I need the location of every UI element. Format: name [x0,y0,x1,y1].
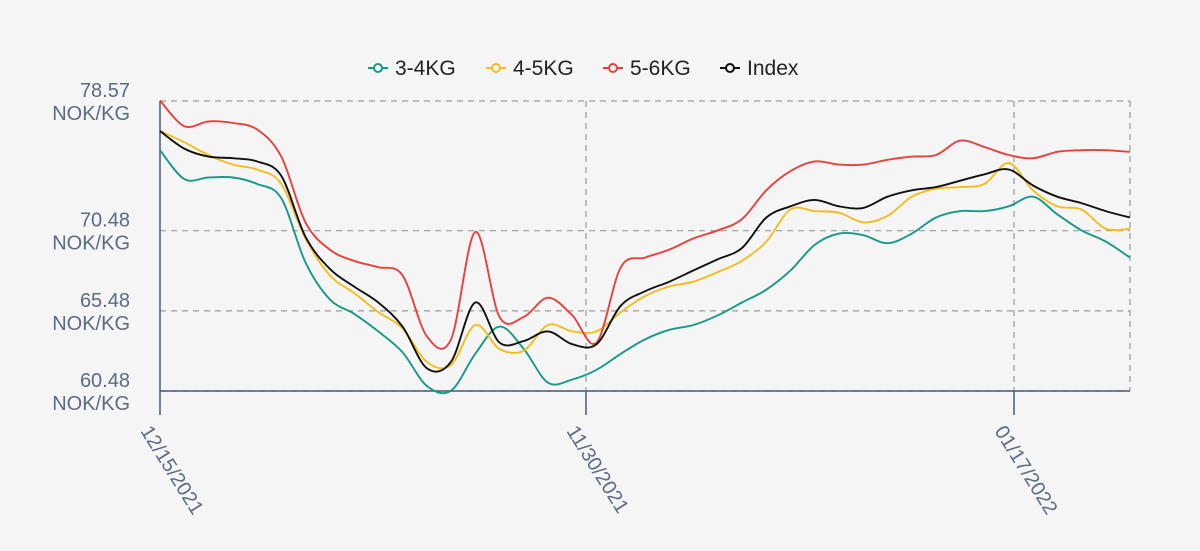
series-line-index [159,130,1131,373]
y-tick-unit: NOK/KG [52,103,130,125]
y-tick-label: 70.48 [80,210,130,232]
legend-marker-icon [725,63,735,73]
series-line-3-4kg [159,149,1131,395]
y-tick-label: 65.48 [80,290,130,312]
y-tick-unit: NOK/KG [52,393,130,415]
legend-marker-icon [491,63,501,73]
series-line-4-5kg [159,130,1131,370]
series-line-5-6kg [159,99,1131,350]
legend-label: Index [747,57,799,80]
legend-marker-icon [373,63,383,73]
legend-item-index[interactable]: Index [720,57,799,80]
legend-label: 4-5KG [513,57,574,80]
y-tick-unit: NOK/KG [52,233,130,255]
y-tick-unit: NOK/KG [52,313,130,335]
series-lines [159,99,1131,395]
grid-lines [160,100,1131,392]
x-tick-label: 12/15/2021 [136,422,208,519]
y-tick-label: 60.48 [80,370,130,392]
x-tick-label: 11/30/2021 [562,422,633,517]
x-axis-ticks: 12/15/2021 11/30/2021 01/17/2022 [136,422,1062,519]
legend-item-5-6kg[interactable]: 5-6KG [603,57,691,80]
y-axis-ticks: 78.57NOK/KG70.48NOK/KG65.48NOK/KG60.48NO… [52,80,130,415]
legend-item-4-5kg[interactable]: 4-5KG [486,57,574,80]
legend-marker-icon [608,63,618,73]
legend-label: 5-6KG [630,57,691,80]
legend-item-3-4kg[interactable]: 3-4KG [368,57,456,80]
x-tick-label: 01/17/2022 [990,422,1062,519]
legend: 3-4KG 4-5KG 5-6KG Index [368,57,799,80]
axes [159,101,1130,415]
y-tick-label: 78.57 [80,80,130,102]
legend-label: 3-4KG [395,57,456,80]
